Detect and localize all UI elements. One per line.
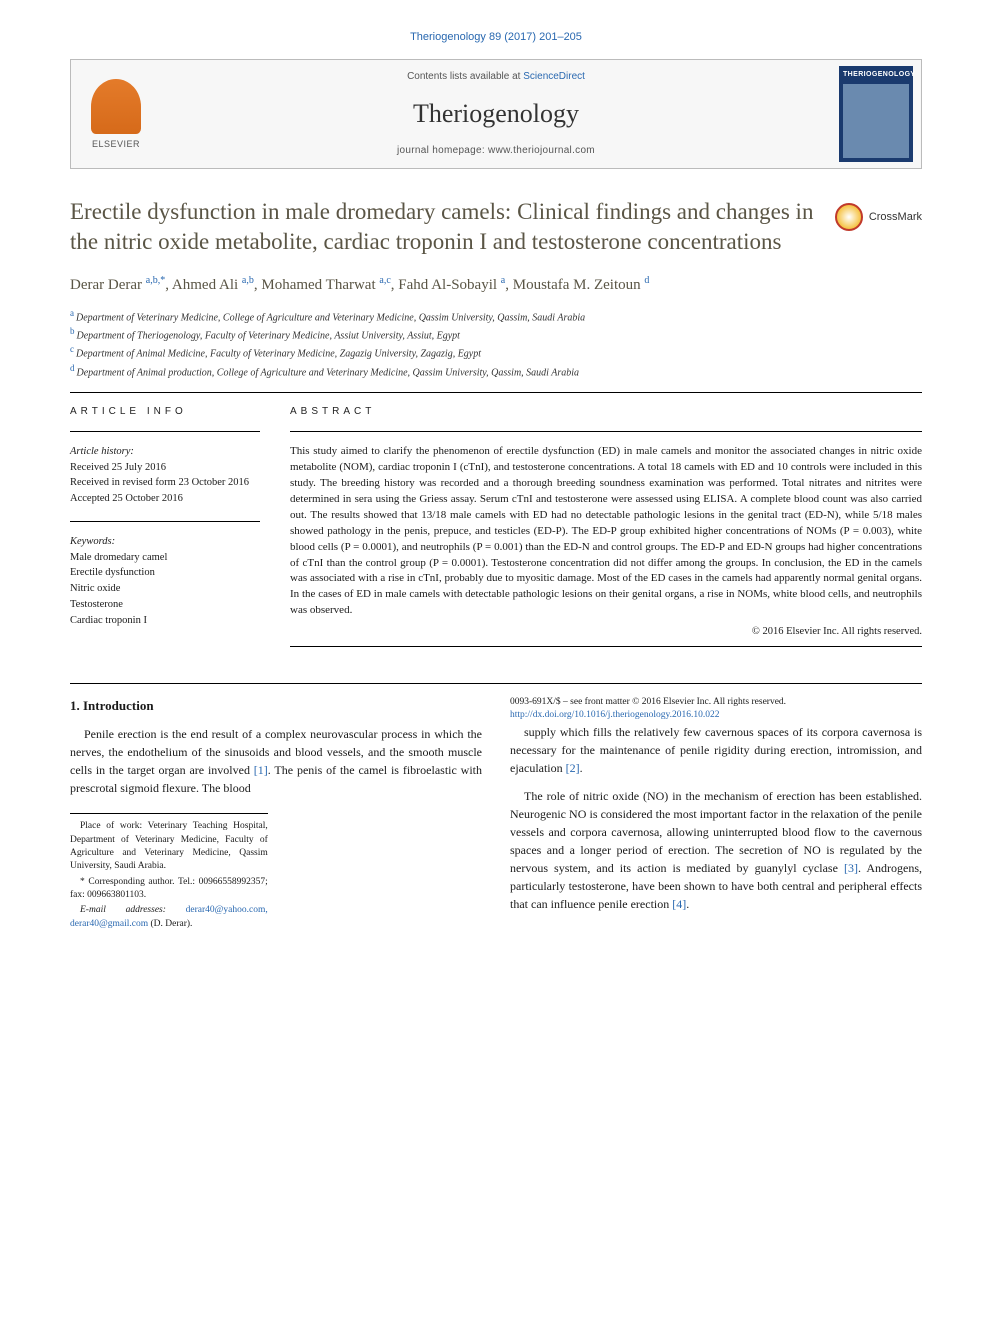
divider <box>290 431 922 432</box>
divider <box>70 521 260 522</box>
contents-line: Contents lists available at ScienceDirec… <box>169 70 823 84</box>
history-item: Received 25 July 2016 <box>70 460 260 476</box>
body-paragraph: supply which fills the relatively few ca… <box>510 723 922 777</box>
homepage-url[interactable]: www.theriojournal.com <box>488 145 595 156</box>
keyword: Male dromedary camel <box>70 550 260 566</box>
history-item: Received in revised form 23 October 2016 <box>70 475 260 491</box>
bottom-meta: 0093-691X/$ – see front matter © 2016 El… <box>510 696 922 723</box>
keywords-block: Keywords: Male dromedary camel Erectile … <box>70 534 260 629</box>
body-columns: 1. Introduction Penile erection is the e… <box>70 696 922 934</box>
homepage-line: journal homepage: www.theriojournal.com <box>169 144 823 158</box>
contents-prefix: Contents lists available at <box>407 71 523 82</box>
title-row: Erectile dysfunction in male dromedary c… <box>70 197 922 257</box>
crossmark-icon <box>835 203 863 231</box>
body-paragraph: The role of nitric oxide (NO) in the mec… <box>510 787 922 913</box>
sciencedirect-link[interactable]: ScienceDirect <box>523 71 585 82</box>
elsevier-tree-icon <box>91 79 141 134</box>
divider <box>70 392 922 393</box>
cover-image-icon <box>843 84 909 158</box>
author-list: Derar Derar a,b,*, Ahmed Ali a,b, Mohame… <box>70 273 922 297</box>
email-label: E-mail addresses: <box>80 905 166 915</box>
keyword: Erectile dysfunction <box>70 565 260 581</box>
copyright-line: © 2016 Elsevier Inc. All rights reserved… <box>290 625 922 640</box>
publisher-name: ELSEVIER <box>92 138 140 151</box>
journal-header: ELSEVIER Contents lists available at Sci… <box>70 59 922 169</box>
divider <box>70 683 922 684</box>
article-history: Article history: Received 25 July 2016 R… <box>70 444 260 507</box>
doi-link[interactable]: http://dx.doi.org/10.1016/j.theriogenolo… <box>510 710 720 720</box>
article-title: Erectile dysfunction in male dromedary c… <box>70 197 817 257</box>
crossmark-label: CrossMark <box>869 210 922 225</box>
footnotes: Place of work: Veterinary Teaching Hospi… <box>70 813 268 930</box>
footnote-place: Place of work: Veterinary Teaching Hospi… <box>70 820 268 873</box>
history-item: Accepted 25 October 2016 <box>70 491 260 507</box>
body-paragraph: Penile erection is the end result of a c… <box>70 725 482 797</box>
journal-cover-thumb: THERIOGENOLOGY <box>839 66 913 162</box>
section-heading: 1. Introduction <box>70 696 482 716</box>
cover-title: THERIOGENOLOGY <box>843 70 909 80</box>
article-info-col: ARTICLE INFO Article history: Received 2… <box>70 405 260 659</box>
keyword: Cardiac troponin I <box>70 613 260 629</box>
history-label: Article history: <box>70 444 260 460</box>
email-suffix: (D. Derar). <box>151 919 193 929</box>
citation-line: Theriogenology 89 (2017) 201–205 <box>70 30 922 45</box>
elsevier-logo: ELSEVIER <box>81 74 151 154</box>
divider <box>290 646 922 647</box>
keywords-label: Keywords: <box>70 534 260 550</box>
journal-name: Theriogenology <box>169 96 823 132</box>
info-abstract-row: ARTICLE INFO Article history: Received 2… <box>70 405 922 659</box>
issn-line: 0093-691X/$ – see front matter © 2016 El… <box>510 696 922 709</box>
cover-cell: THERIOGENOLOGY <box>831 60 921 168</box>
abstract-label: ABSTRACT <box>290 405 922 419</box>
footnote-corresponding: * Corresponding author. Tel.: 0096655899… <box>70 876 268 903</box>
divider <box>70 431 260 432</box>
homepage-prefix: journal homepage: <box>397 145 488 156</box>
footnote-email: E-mail addresses: derar40@yahoo.com, der… <box>70 904 268 931</box>
article-info-label: ARTICLE INFO <box>70 405 260 419</box>
header-center: Contents lists available at ScienceDirec… <box>161 60 831 168</box>
abstract-text: This study aimed to clarify the phenomen… <box>290 444 922 619</box>
keyword: Nitric oxide <box>70 581 260 597</box>
abstract-col: ABSTRACT This study aimed to clarify the… <box>290 405 922 659</box>
crossmark-badge[interactable]: CrossMark <box>835 203 922 231</box>
keyword: Testosterone <box>70 597 260 613</box>
affiliations: aDepartment of Veterinary Medicine, Coll… <box>70 307 922 380</box>
publisher-logo-cell: ELSEVIER <box>71 60 161 168</box>
